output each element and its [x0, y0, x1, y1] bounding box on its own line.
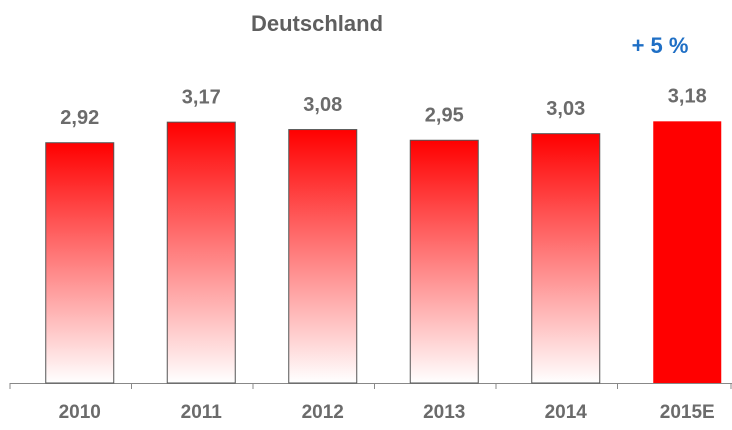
value-label: 3,08: [303, 94, 342, 116]
chart-title: Deutschland: [251, 11, 383, 36]
value-label: 3,17: [182, 86, 221, 108]
x-tick-label: 2011: [181, 402, 223, 423]
x-tick-label: 2015E: [660, 402, 715, 423]
bar: [288, 129, 358, 384]
bar: [653, 121, 722, 384]
bar: [409, 139, 479, 384]
value-label: 3,18: [668, 86, 707, 108]
value-label: 3,03: [546, 98, 585, 120]
annotation: + 5 %: [632, 33, 689, 58]
bar: [166, 121, 236, 384]
x-tick-label: 2013: [423, 402, 465, 423]
value-label: 2,95: [425, 105, 464, 127]
x-tick-label: 2012: [302, 402, 344, 423]
value-label: 2,92: [60, 107, 99, 129]
x-tick-label: 2014: [545, 402, 588, 423]
x-tick-label: 2010: [59, 402, 101, 423]
bar: [45, 142, 115, 384]
bar: [531, 133, 601, 384]
